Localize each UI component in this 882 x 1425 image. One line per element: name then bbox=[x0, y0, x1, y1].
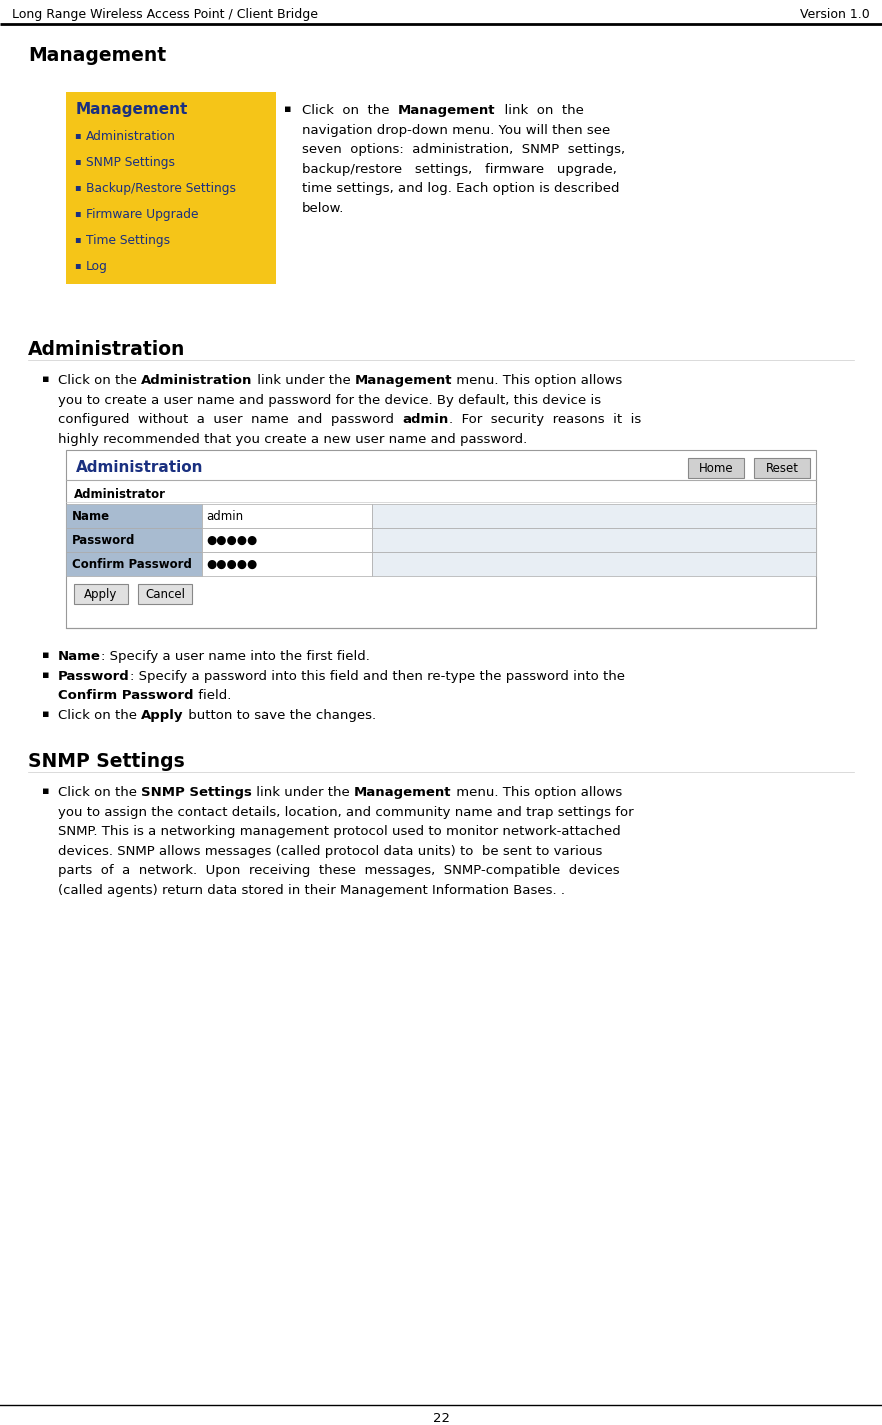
Text: Apply: Apply bbox=[141, 708, 183, 721]
Bar bbox=[66, 93, 276, 284]
Text: Backup/Restore Settings: Backup/Restore Settings bbox=[86, 182, 236, 195]
Text: ▪: ▪ bbox=[42, 708, 49, 718]
Text: Administration: Administration bbox=[86, 130, 176, 142]
Text: Administration: Administration bbox=[76, 460, 204, 475]
Text: : Specify a user name into the first field.: : Specify a user name into the first fie… bbox=[101, 650, 370, 663]
Text: configured  without  a  user  name  and  password: configured without a user name and passw… bbox=[58, 413, 402, 426]
Text: button to save the changes.: button to save the changes. bbox=[183, 708, 376, 721]
Text: Apply: Apply bbox=[85, 587, 117, 600]
Text: ●●●●●: ●●●●● bbox=[206, 533, 258, 547]
Text: ▪: ▪ bbox=[284, 104, 291, 114]
Text: Management: Management bbox=[28, 46, 166, 66]
Bar bbox=[66, 529, 202, 551]
Text: Time Settings: Time Settings bbox=[86, 234, 170, 247]
Text: time settings, and log. Each option is described: time settings, and log. Each option is d… bbox=[302, 182, 619, 195]
Text: Administrator: Administrator bbox=[74, 487, 166, 502]
Bar bbox=[202, 529, 372, 551]
Text: you to create a user name and password for the device. By default, this device i: you to create a user name and password f… bbox=[58, 393, 602, 406]
Text: 22: 22 bbox=[432, 1412, 450, 1425]
Text: (called agents) return data stored in their Management Information Bases. .: (called agents) return data stored in th… bbox=[58, 884, 565, 896]
Text: Click  on  the: Click on the bbox=[302, 104, 398, 117]
Text: Management: Management bbox=[355, 373, 452, 388]
Text: Management: Management bbox=[398, 104, 496, 117]
Text: Firmware Upgrade: Firmware Upgrade bbox=[86, 208, 198, 221]
Text: Name: Name bbox=[58, 650, 101, 663]
Text: SNMP Settings: SNMP Settings bbox=[141, 787, 252, 799]
Bar bbox=[138, 584, 192, 604]
Text: parts  of  a  network.  Upon  receiving  these  messages,  SNMP-compatible  devi: parts of a network. Upon receiving these… bbox=[58, 864, 620, 876]
Bar bbox=[202, 551, 372, 576]
Text: SNMP. This is a networking management protocol used to monitor network-attached: SNMP. This is a networking management pr… bbox=[58, 825, 621, 838]
Bar bbox=[688, 457, 744, 477]
Text: Confirm Password: Confirm Password bbox=[58, 690, 193, 703]
Text: ▪: ▪ bbox=[74, 130, 80, 140]
Text: menu. This option allows: menu. This option allows bbox=[452, 787, 622, 799]
Text: Click on the: Click on the bbox=[58, 373, 141, 388]
Text: Management: Management bbox=[76, 103, 189, 117]
Text: Administration: Administration bbox=[141, 373, 252, 388]
Text: ▪: ▪ bbox=[42, 650, 49, 660]
Text: menu. This option allows: menu. This option allows bbox=[452, 373, 623, 388]
Text: ▪: ▪ bbox=[42, 670, 49, 680]
Text: Log: Log bbox=[86, 259, 108, 274]
Text: ▪: ▪ bbox=[74, 182, 80, 192]
Text: you to assign the contact details, location, and community name and trap setting: you to assign the contact details, locat… bbox=[58, 805, 633, 818]
Bar bbox=[754, 457, 810, 477]
Text: backup/restore   settings,   firmware   upgrade,: backup/restore settings, firmware upgrad… bbox=[302, 162, 617, 175]
Text: .  For  security  reasons  it  is: . For security reasons it is bbox=[449, 413, 641, 426]
Text: ▪: ▪ bbox=[42, 787, 49, 797]
Text: Version 1.0: Version 1.0 bbox=[800, 9, 870, 21]
Text: SNMP Settings: SNMP Settings bbox=[86, 155, 175, 170]
Text: Administration: Administration bbox=[28, 341, 185, 359]
Text: Password: Password bbox=[72, 533, 135, 547]
Text: ▪: ▪ bbox=[74, 259, 80, 269]
Text: : Specify a password into this field and then re-type the password into the: : Specify a password into this field and… bbox=[130, 670, 624, 683]
Text: ▪: ▪ bbox=[74, 155, 80, 165]
Bar bbox=[66, 504, 202, 529]
Text: link under the: link under the bbox=[252, 373, 355, 388]
Text: Long Range Wireless Access Point / Client Bridge: Long Range Wireless Access Point / Clien… bbox=[12, 9, 318, 21]
Text: devices. SNMP allows messages (called protocol data units) to  be sent to variou: devices. SNMP allows messages (called pr… bbox=[58, 845, 602, 858]
Text: Click on the: Click on the bbox=[58, 787, 141, 799]
Text: Password: Password bbox=[58, 670, 130, 683]
Text: Click on the: Click on the bbox=[58, 708, 141, 721]
Text: link under the: link under the bbox=[252, 787, 355, 799]
Bar bbox=[372, 504, 816, 529]
Bar bbox=[372, 551, 816, 576]
Text: SNMP Settings: SNMP Settings bbox=[28, 752, 184, 771]
Text: ▪: ▪ bbox=[42, 373, 49, 383]
Bar bbox=[202, 504, 372, 529]
Text: Confirm Password: Confirm Password bbox=[72, 557, 192, 570]
Text: highly recommended that you create a new user name and password.: highly recommended that you create a new… bbox=[58, 433, 527, 446]
Text: Reset: Reset bbox=[766, 462, 798, 475]
Text: Home: Home bbox=[699, 462, 733, 475]
Text: Cancel: Cancel bbox=[145, 587, 185, 600]
Text: admin: admin bbox=[206, 510, 243, 523]
Bar bbox=[66, 450, 816, 628]
Text: Management: Management bbox=[355, 787, 452, 799]
Text: ▪: ▪ bbox=[74, 234, 80, 244]
Bar bbox=[66, 551, 202, 576]
Text: below.: below. bbox=[302, 201, 344, 215]
Text: admin: admin bbox=[402, 413, 449, 426]
Text: ▪: ▪ bbox=[74, 208, 80, 218]
Text: ●●●●●: ●●●●● bbox=[206, 557, 258, 570]
Bar bbox=[74, 584, 128, 604]
Text: seven  options:  administration,  SNMP  settings,: seven options: administration, SNMP sett… bbox=[302, 142, 625, 155]
Text: Name: Name bbox=[72, 510, 110, 523]
Text: navigation drop-down menu. You will then see: navigation drop-down menu. You will then… bbox=[302, 124, 610, 137]
Text: link  on  the: link on the bbox=[496, 104, 583, 117]
Text: field.: field. bbox=[193, 690, 231, 703]
Bar bbox=[372, 529, 816, 551]
